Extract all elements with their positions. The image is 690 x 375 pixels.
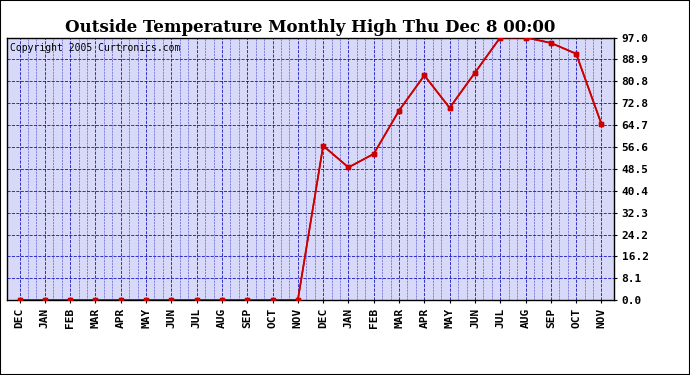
Text: Copyright 2005 Curtronics.com: Copyright 2005 Curtronics.com bbox=[10, 43, 180, 53]
Text: Outside Temperature Monthly High Thu Dec 8 00:00: Outside Temperature Monthly High Thu Dec… bbox=[66, 19, 555, 36]
